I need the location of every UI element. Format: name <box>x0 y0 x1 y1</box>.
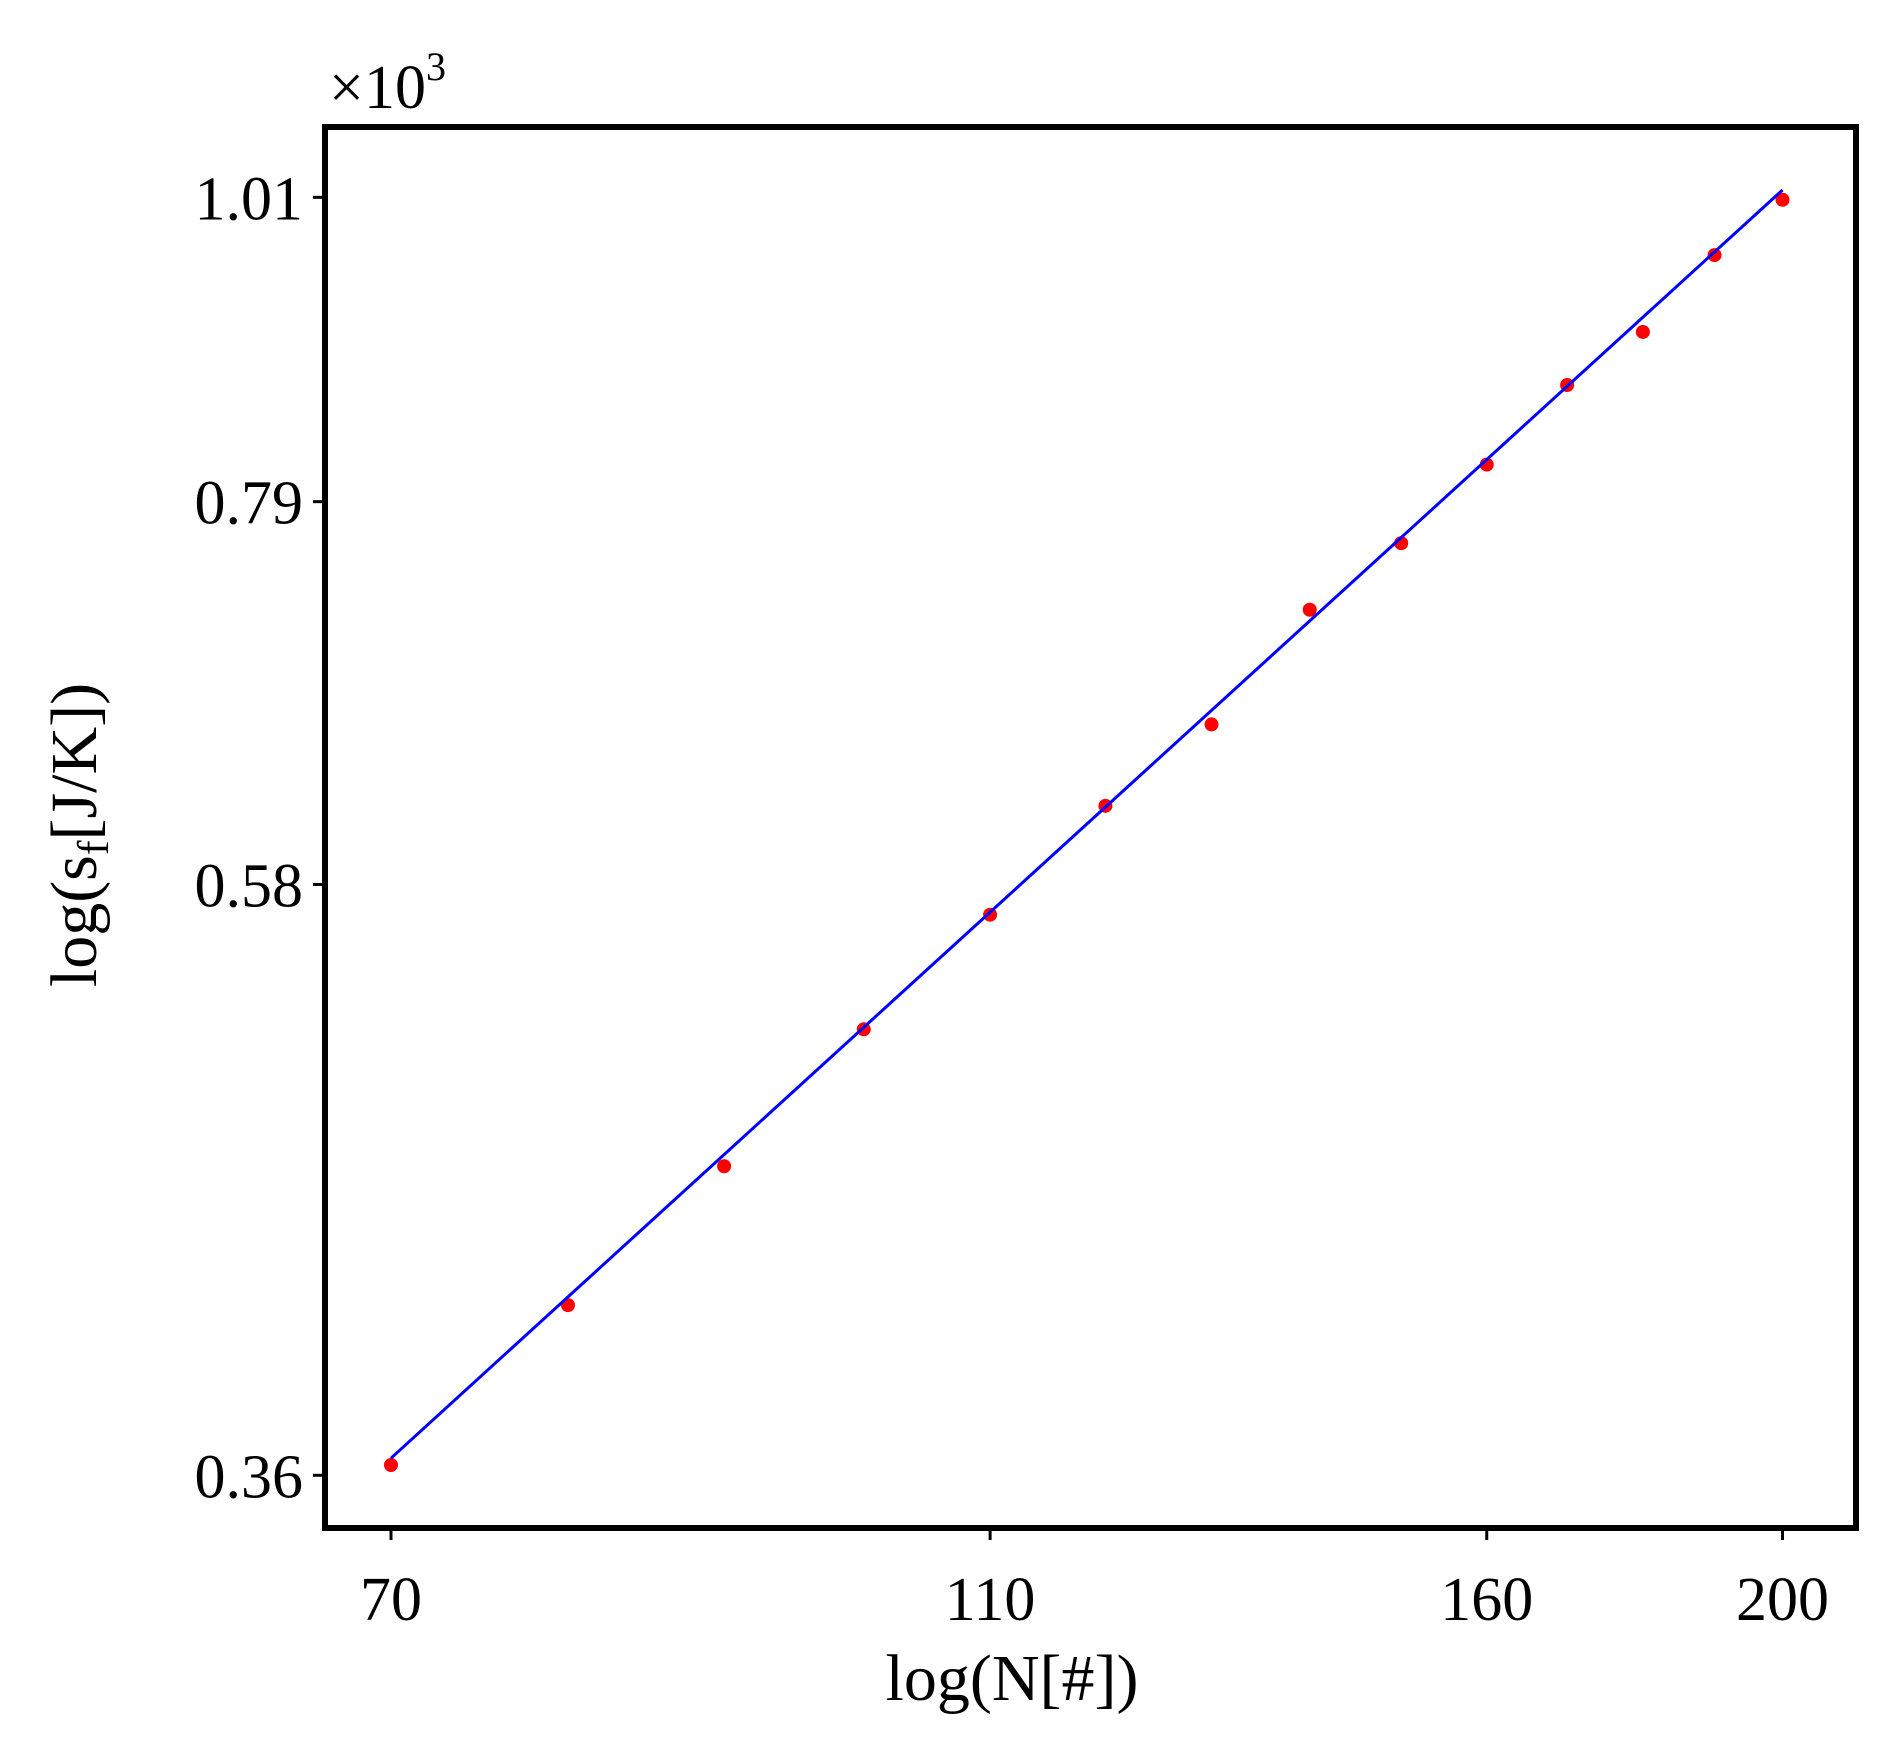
multiplier-exponent: 3 <box>426 44 446 89</box>
y-label-part: log(s <box>38 855 111 987</box>
y-tick-label: 0.58 <box>195 852 304 920</box>
data-point <box>1775 192 1790 207</box>
data-point <box>1707 248 1722 263</box>
y-axis-label: log(sf[J/K]) <box>38 683 118 987</box>
y-label-subscript: f <box>69 840 118 855</box>
data-point <box>983 907 998 922</box>
data-point <box>1302 602 1317 617</box>
plot-frame <box>322 124 1859 1531</box>
x-axis-label: log(N[#]) <box>886 1642 1139 1715</box>
data-point <box>1635 324 1650 339</box>
y-tick-label: 0.79 <box>195 470 304 538</box>
x-tick-label: 70 <box>360 1566 422 1634</box>
data-point <box>717 1159 732 1174</box>
x-tick-label: 110 <box>945 1566 1036 1634</box>
y-multiplier: ×103 <box>329 44 446 122</box>
y-tick-label: 1.01 <box>195 165 304 233</box>
y-label-part: [J/K]) <box>38 683 111 841</box>
y-tick-label: 0.36 <box>195 1443 304 1511</box>
data-point <box>383 1457 398 1472</box>
fit-line <box>389 188 1784 1460</box>
data-point <box>1204 717 1219 732</box>
multiplier-base: ×10 <box>329 54 426 122</box>
x-tick-label: 200 <box>1736 1566 1829 1634</box>
x-tick-label: 160 <box>1440 1566 1533 1634</box>
